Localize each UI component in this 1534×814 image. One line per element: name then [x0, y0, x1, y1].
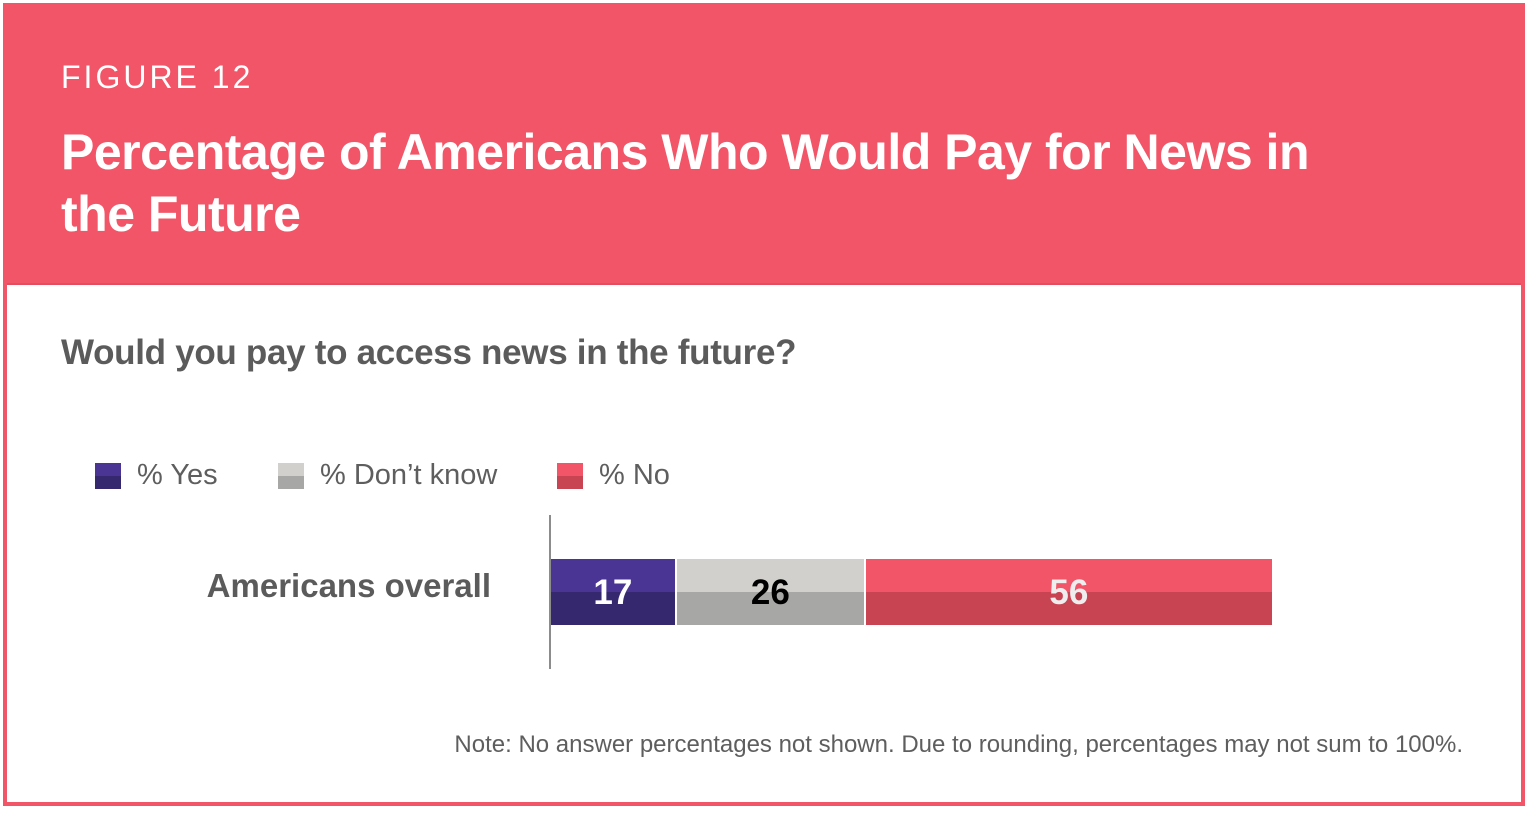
- data-label-no: 56: [1049, 573, 1089, 612]
- data-label-yes: 17: [593, 573, 633, 612]
- segment-top: [551, 559, 675, 592]
- legend-label-yes: % Yes: [137, 459, 218, 491]
- legend-label-no: % No: [599, 459, 670, 491]
- legend-swatch-dont-know: [278, 463, 304, 489]
- category-axis-line: [549, 515, 551, 669]
- figure-title: Percentage of Americans Who Would Pay fo…: [61, 124, 1310, 242]
- segment-top: [676, 559, 865, 592]
- data-label-dont-know: 26: [750, 573, 790, 612]
- chart-question: Would you pay to access news in the futu…: [61, 333, 797, 372]
- swatch-bottom: [557, 476, 583, 489]
- swatch-top: [557, 463, 583, 476]
- segment-bottom: [866, 592, 1272, 625]
- legend-swatch-yes: [95, 463, 121, 489]
- bar-segment-yes: 17: [551, 559, 675, 625]
- bar-segment-dont-know: 26: [674, 559, 865, 625]
- chart-note: Note: No answer percentages not shown. D…: [454, 731, 1463, 758]
- category-label-americans-overall: Americans overall: [206, 567, 491, 604]
- swatch-bottom: [95, 476, 121, 489]
- swatch-bottom: [278, 476, 304, 489]
- bar-segment-no: 56: [864, 559, 1272, 625]
- segment-bottom: [676, 592, 865, 625]
- legend-label-dont-know: % Don’t know: [320, 459, 498, 491]
- legend-swatch-no: [557, 463, 583, 489]
- segment-top: [866, 559, 1272, 592]
- figure-number: FIGURE 12: [61, 59, 254, 95]
- figure-header: FIGURE 12 Percentage of Americans Who Wo…: [7, 7, 1521, 285]
- swatch-top: [95, 463, 121, 476]
- stacked-bar: 17 26 56: [551, 559, 1511, 625]
- figure-frame: FIGURE 12 Percentage of Americans Who Wo…: [3, 3, 1525, 806]
- swatch-top: [278, 463, 304, 476]
- segment-bottom: [551, 592, 675, 625]
